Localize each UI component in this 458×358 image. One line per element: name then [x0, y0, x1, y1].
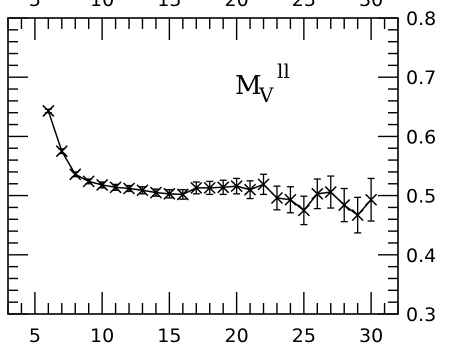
plot-area [7, 17, 399, 315]
data-point-marker [42, 104, 55, 117]
x-tick-label-top: 30 [359, 0, 383, 11]
y-tick-label-right: 0.7 [406, 67, 436, 89]
x-tick-label-bottom: 25 [292, 325, 316, 347]
data-point-marker [257, 178, 270, 191]
marker-stroke [311, 187, 324, 200]
y-tick-label-right: 0.3 [406, 304, 436, 326]
data-point-marker [365, 193, 378, 206]
x-tick-label-top: 5 [29, 0, 41, 11]
x-tick-label-top: 20 [225, 0, 249, 11]
marker-stroke [123, 182, 136, 195]
x-tick-label-bottom: 5 [29, 325, 41, 347]
marker-stroke [109, 181, 122, 194]
marker-stroke [190, 181, 203, 194]
x-tick-label-top: 15 [157, 0, 181, 11]
marker-stroke [365, 193, 378, 206]
marker-stroke [163, 187, 176, 200]
data-point-marker [123, 182, 136, 195]
plot-frame [7, 17, 399, 315]
x-tick-label-top: 25 [292, 0, 316, 11]
annotation-subscript: V [258, 83, 274, 107]
y-tick-label-right: 0.5 [406, 186, 436, 208]
data-point-marker [190, 181, 203, 194]
marker-stroke [203, 181, 216, 194]
data-point-marker [69, 168, 82, 181]
data-point-marker [55, 145, 68, 158]
marker-stroke [96, 178, 109, 191]
data-point-marker [82, 175, 95, 188]
data-point-marker [217, 181, 230, 194]
data-point-marker [109, 181, 122, 194]
marker-stroke [82, 175, 95, 188]
marker-stroke [297, 204, 310, 217]
marker-stroke [42, 104, 55, 117]
marker-stroke [230, 180, 243, 193]
data-point-marker [284, 193, 297, 206]
data-point-marker [176, 188, 189, 201]
marker-stroke [55, 145, 68, 158]
x-tick-label-bottom: 15 [157, 325, 181, 347]
data-point-marker [230, 180, 243, 193]
x-tick-label-bottom: 20 [225, 325, 249, 347]
data-point-marker [149, 186, 162, 199]
annotation-superscript: ll [277, 59, 290, 83]
data-point-marker [338, 199, 351, 212]
marker-stroke [338, 199, 351, 212]
annotation-main-letter: M [235, 71, 262, 101]
data-point-marker [163, 187, 176, 200]
marker-stroke [176, 188, 189, 201]
x-tick-label-bottom: 10 [90, 325, 114, 347]
marker-stroke [284, 193, 297, 206]
marker-stroke [351, 209, 364, 222]
annotation: M V ll [235, 59, 290, 107]
data-point-marker [351, 209, 364, 222]
marker-stroke [324, 186, 337, 199]
y-tick-label-right: 0.6 [406, 126, 436, 148]
marker-stroke [217, 181, 230, 194]
marker-stroke [69, 168, 82, 181]
data-point-marker [136, 184, 149, 197]
data-point-marker [244, 183, 257, 196]
marker-stroke [149, 186, 162, 199]
data-point-marker [297, 204, 310, 217]
marker-stroke [136, 184, 149, 197]
marker-stroke [257, 178, 270, 191]
y-tick-label-right: 0.4 [406, 245, 436, 267]
data-point-marker [96, 178, 109, 191]
x-tick-label-bottom: 30 [359, 325, 383, 347]
data-point-marker [270, 191, 283, 204]
x-tick-label-top: 10 [90, 0, 114, 11]
data-point-marker [324, 186, 337, 199]
marker-stroke [244, 183, 257, 196]
data-point-marker [203, 181, 216, 194]
marker-stroke [270, 191, 283, 204]
y-tick-label-right: 0.8 [406, 8, 436, 30]
data-point-marker [311, 187, 324, 200]
